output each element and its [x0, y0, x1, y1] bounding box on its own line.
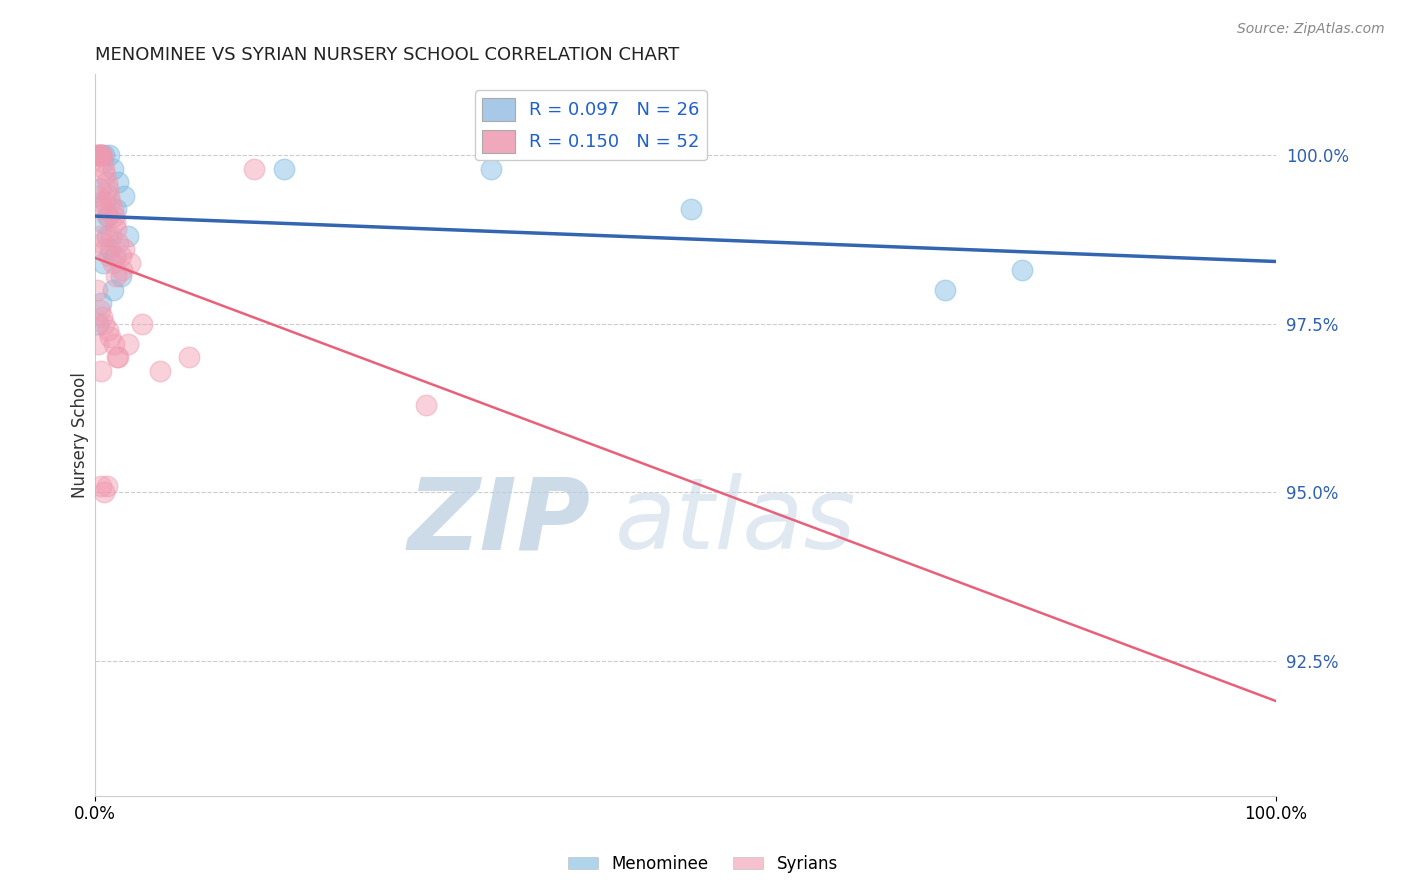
Point: [934, 283, 956, 297]
Point: [90, 235, 112, 250]
Text: Source: ZipAtlas.com: Source: ZipAtlas.com: [1237, 22, 1385, 37]
Point: [112, 188, 135, 202]
Point: [90, 148, 112, 162]
Point: [101, 283, 124, 297]
Point: [94, 243, 117, 257]
Point: [104, 215, 127, 229]
Point: [89, 182, 111, 196]
Point: [110, 269, 132, 284]
Point: [105, 202, 128, 216]
Point: [87, 148, 110, 162]
Point: [94, 168, 117, 182]
Point: [91, 256, 114, 270]
Point: [90, 148, 112, 162]
Point: [96, 478, 118, 492]
Point: [107, 235, 129, 250]
Point: [87, 317, 110, 331]
Point: [91, 202, 114, 216]
Point: [149, 364, 172, 378]
Point: [90, 215, 112, 229]
Point: [89, 148, 111, 162]
Point: [87, 148, 110, 162]
Point: [93, 485, 115, 500]
Point: [117, 337, 139, 351]
Point: [107, 175, 129, 189]
Point: [111, 262, 134, 277]
Point: [101, 256, 124, 270]
Point: [90, 310, 112, 324]
Point: [110, 249, 132, 263]
Point: [120, 256, 142, 270]
Point: [93, 317, 115, 331]
Point: [97, 209, 120, 223]
Point: [415, 398, 437, 412]
Point: [105, 269, 128, 284]
Point: [89, 303, 111, 318]
Point: [89, 229, 111, 244]
Point: [1011, 262, 1033, 277]
Y-axis label: Nursery School: Nursery School: [72, 372, 89, 498]
Point: [97, 182, 120, 196]
Point: [100, 229, 122, 244]
Point: [98, 188, 121, 202]
Point: [90, 195, 112, 210]
Point: [90, 478, 112, 492]
Point: [105, 351, 128, 365]
Point: [98, 249, 121, 263]
Point: [91, 154, 114, 169]
Point: [98, 330, 121, 344]
Point: [90, 296, 112, 310]
Point: [93, 148, 115, 162]
Point: [103, 209, 125, 223]
Point: [96, 175, 118, 189]
Point: [117, 229, 139, 244]
Point: [87, 188, 110, 202]
Point: [101, 202, 124, 216]
Point: [87, 337, 110, 351]
Point: [105, 222, 128, 236]
Point: [104, 249, 127, 263]
Point: [94, 195, 117, 210]
Point: [103, 337, 125, 351]
Legend: R = 0.097   N = 26, R = 0.150   N = 52: R = 0.097 N = 26, R = 0.150 N = 52: [475, 90, 707, 161]
Point: [86, 148, 108, 162]
Point: [107, 351, 129, 365]
Point: [112, 243, 135, 257]
Text: atlas: atlas: [614, 473, 856, 570]
Point: [86, 283, 108, 297]
Point: [179, 351, 201, 365]
Point: [93, 161, 115, 176]
Text: MENOMINEE VS SYRIAN NURSERY SCHOOL CORRELATION CHART: MENOMINEE VS SYRIAN NURSERY SCHOOL CORRE…: [94, 46, 679, 64]
Point: [98, 195, 121, 210]
Point: [90, 148, 112, 162]
Point: [90, 364, 112, 378]
Point: [98, 243, 121, 257]
Point: [273, 161, 295, 176]
Point: [479, 161, 502, 176]
Point: [96, 209, 118, 223]
Point: [98, 148, 121, 162]
Point: [681, 202, 703, 216]
Legend: Menominee, Syrians: Menominee, Syrians: [561, 848, 845, 880]
Point: [97, 323, 120, 337]
Point: [96, 229, 118, 244]
Point: [243, 161, 266, 176]
Point: [101, 161, 124, 176]
Point: [131, 317, 153, 331]
Text: ZIP: ZIP: [408, 473, 591, 570]
